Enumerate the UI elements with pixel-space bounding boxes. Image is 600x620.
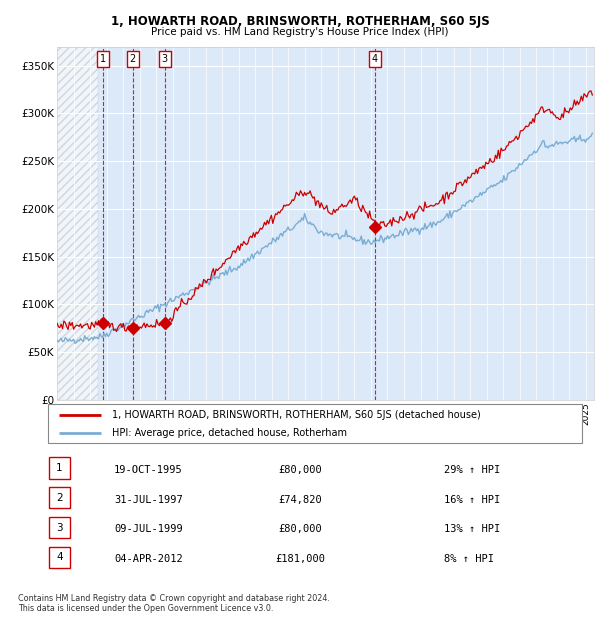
Text: 4: 4	[372, 54, 378, 64]
FancyBboxPatch shape	[49, 517, 70, 538]
Text: 1, HOWARTH ROAD, BRINSWORTH, ROTHERHAM, S60 5JS: 1, HOWARTH ROAD, BRINSWORTH, ROTHERHAM, …	[110, 16, 490, 29]
Text: Price paid vs. HM Land Registry's House Price Index (HPI): Price paid vs. HM Land Registry's House …	[151, 27, 449, 37]
Text: 2: 2	[56, 493, 63, 503]
Text: £74,820: £74,820	[278, 495, 322, 505]
Text: 19-OCT-1995: 19-OCT-1995	[114, 465, 183, 475]
Text: 31-JUL-1997: 31-JUL-1997	[114, 495, 183, 505]
Text: 1, HOWARTH ROAD, BRINSWORTH, ROTHERHAM, S60 5JS (detached house): 1, HOWARTH ROAD, BRINSWORTH, ROTHERHAM, …	[112, 410, 481, 420]
Text: 3: 3	[56, 523, 63, 533]
Text: £80,000: £80,000	[278, 465, 322, 475]
Bar	[57, 46, 98, 400]
Text: 13% ↑ HPI: 13% ↑ HPI	[444, 525, 500, 534]
Text: 04-APR-2012: 04-APR-2012	[114, 554, 183, 564]
Text: 8% ↑ HPI: 8% ↑ HPI	[444, 554, 494, 564]
Text: £181,000: £181,000	[275, 554, 325, 564]
FancyBboxPatch shape	[49, 487, 70, 508]
Text: £80,000: £80,000	[278, 525, 322, 534]
Text: 3: 3	[161, 54, 168, 64]
Text: Contains HM Land Registry data © Crown copyright and database right 2024.: Contains HM Land Registry data © Crown c…	[18, 593, 330, 603]
FancyBboxPatch shape	[49, 458, 70, 479]
FancyBboxPatch shape	[48, 404, 582, 443]
Text: 29% ↑ HPI: 29% ↑ HPI	[444, 465, 500, 475]
Text: HPI: Average price, detached house, Rotherham: HPI: Average price, detached house, Roth…	[112, 428, 347, 438]
Text: 09-JUL-1999: 09-JUL-1999	[114, 525, 183, 534]
FancyBboxPatch shape	[49, 547, 70, 568]
Text: 1: 1	[100, 54, 106, 64]
Text: 4: 4	[56, 552, 63, 562]
Text: This data is licensed under the Open Government Licence v3.0.: This data is licensed under the Open Gov…	[18, 603, 274, 613]
Text: 1: 1	[56, 463, 63, 473]
Text: 16% ↑ HPI: 16% ↑ HPI	[444, 495, 500, 505]
Text: 2: 2	[130, 54, 136, 64]
